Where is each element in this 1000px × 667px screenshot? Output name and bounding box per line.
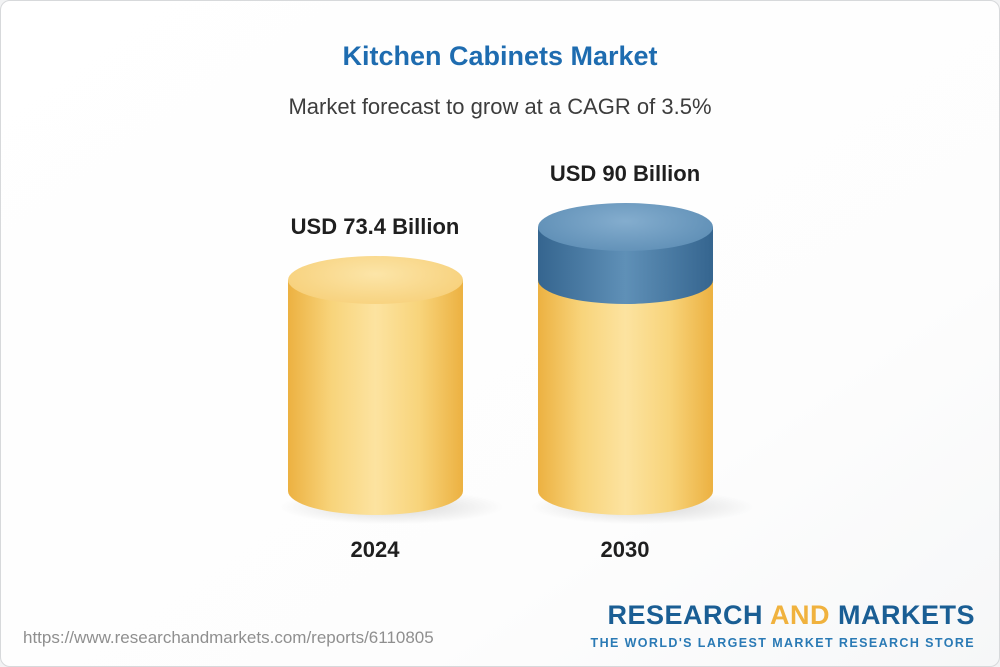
x-axis-label-2024: 2024 <box>350 537 400 562</box>
bar-chart: USD 73.4 Billion 2024 USD 90 Billion 203… <box>1 151 999 563</box>
bar-cylinder-2024 <box>275 256 508 525</box>
chart-subtitle: Market forecast to grow at a CAGR of 3.5… <box>288 94 712 119</box>
logo-tagline: THE WORLD'S LARGEST MARKET RESEARCH STOR… <box>590 636 975 650</box>
logo-wordmark: RESEARCH AND MARKETS <box>591 600 975 631</box>
bar-group-2024: USD 73.4 Billion 2024 <box>275 214 508 563</box>
research-and-markets-logo: RESEARCH AND MARKETS THE WORLD'S LARGEST… <box>591 600 975 650</box>
bar-value-label-2030: USD 90 Billion <box>549 161 701 186</box>
bar-group-2030: USD 90 Billion 2030 <box>525 161 758 563</box>
cylinder-body-yellow <box>287 280 463 515</box>
chart-header: Kitchen Cabinets Market Market forecast … <box>1 41 999 120</box>
bar-value-label-2024: USD 73.4 Billion <box>290 214 460 240</box>
report-url: https://www.researchandmarkets.com/repor… <box>23 628 434 647</box>
footer: https://www.researchandmarkets.com/repor… <box>23 600 975 650</box>
bar-cylinder-2030 <box>525 203 758 525</box>
cylinder-top-ellipse-yellow <box>287 256 463 305</box>
logo-word-research: RESEARCH <box>607 600 763 630</box>
x-axis-label-2030: 2030 <box>600 537 650 562</box>
cylinder-top-ellipse-blue <box>537 203 713 251</box>
logo-word-and: AND <box>769 600 830 630</box>
logo-word-markets: MARKETS <box>838 600 975 630</box>
page-title: Kitchen Cabinets Market <box>342 41 658 71</box>
